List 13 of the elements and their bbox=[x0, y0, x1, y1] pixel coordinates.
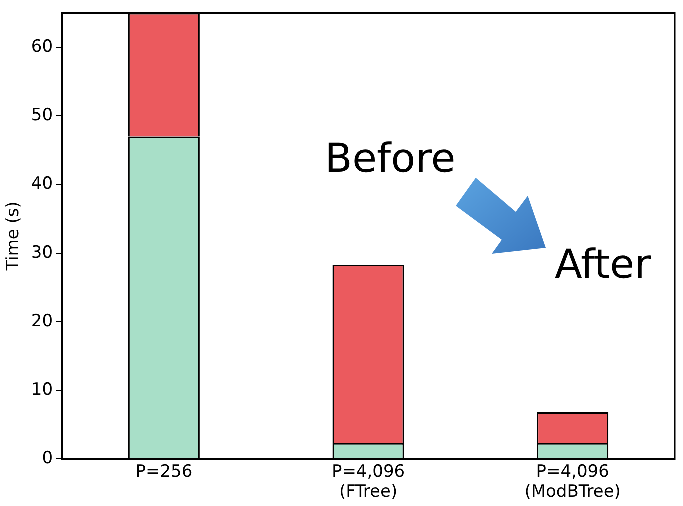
y-axis-title: Time (s) bbox=[4, 202, 24, 272]
y-tick-label: 0 bbox=[42, 448, 54, 469]
y-tick-label: 50 bbox=[31, 106, 54, 126]
x-tick-label: P=256 bbox=[136, 462, 193, 482]
annotation: Before bbox=[325, 136, 456, 182]
y-tick-label: 10 bbox=[31, 380, 54, 400]
y-tick-label: 40 bbox=[31, 174, 54, 194]
y-tick-label: 60 bbox=[31, 36, 54, 57]
y-tick-label: 20 bbox=[31, 311, 54, 332]
x-tick-label: P=4,096 (FTree) bbox=[332, 462, 406, 502]
annotation: After bbox=[555, 242, 652, 288]
x-tick-label: P=4,096 (ModBTree) bbox=[524, 462, 621, 502]
y-tick-label: 30 bbox=[31, 242, 54, 263]
